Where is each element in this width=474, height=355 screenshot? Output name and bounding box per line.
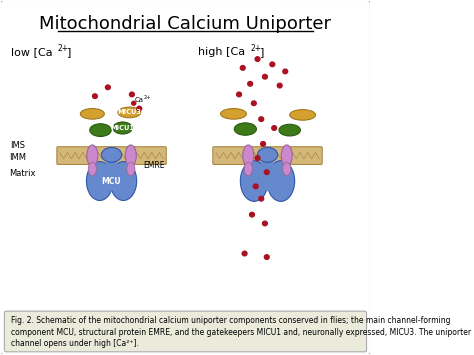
Ellipse shape <box>240 161 268 201</box>
Circle shape <box>261 142 265 146</box>
Circle shape <box>92 94 97 98</box>
Circle shape <box>250 212 255 217</box>
Text: MICU1: MICU1 <box>110 125 134 131</box>
Circle shape <box>248 82 253 86</box>
Circle shape <box>105 85 110 89</box>
FancyBboxPatch shape <box>213 147 322 164</box>
Circle shape <box>264 170 269 175</box>
Ellipse shape <box>127 162 135 176</box>
Ellipse shape <box>290 110 316 120</box>
Circle shape <box>255 156 260 160</box>
Circle shape <box>132 101 136 105</box>
FancyBboxPatch shape <box>0 0 371 355</box>
Ellipse shape <box>86 162 113 201</box>
Circle shape <box>263 75 267 79</box>
Ellipse shape <box>118 107 141 118</box>
Ellipse shape <box>103 159 120 191</box>
Circle shape <box>237 92 241 97</box>
Circle shape <box>277 83 282 88</box>
Text: low [Ca: low [Ca <box>11 47 53 57</box>
Ellipse shape <box>90 124 111 136</box>
Text: ]: ] <box>260 47 264 57</box>
Ellipse shape <box>243 145 254 166</box>
Ellipse shape <box>220 109 246 119</box>
Text: ]: ] <box>66 47 71 57</box>
Text: Ca: Ca <box>135 97 144 103</box>
Circle shape <box>251 101 256 105</box>
Text: MCU: MCU <box>102 176 121 186</box>
Text: high [Ca: high [Ca <box>199 47 246 57</box>
Text: 2+: 2+ <box>251 44 262 53</box>
Ellipse shape <box>281 145 292 166</box>
Circle shape <box>272 126 276 130</box>
Ellipse shape <box>110 162 137 201</box>
Circle shape <box>129 92 134 97</box>
Text: Fig. 2. Schematic of the mitochondrial calcium uniporter components conserved in: Fig. 2. Schematic of the mitochondrial c… <box>11 316 451 326</box>
Text: component MCU, structural protein EMRE, and the gatekeepers MICU1 and, neuronall: component MCU, structural protein EMRE, … <box>11 328 471 337</box>
Text: EMRE: EMRE <box>143 161 164 170</box>
Circle shape <box>283 69 288 74</box>
Text: Mitochondrial Calcium Uniporter: Mitochondrial Calcium Uniporter <box>39 15 331 33</box>
Text: IMM: IMM <box>9 153 26 162</box>
Text: MICU3: MICU3 <box>117 109 141 115</box>
Text: channel opens under high [Ca²⁺].: channel opens under high [Ca²⁺]. <box>11 339 139 348</box>
Ellipse shape <box>244 162 252 176</box>
Ellipse shape <box>283 162 291 176</box>
Ellipse shape <box>279 124 301 136</box>
Ellipse shape <box>258 159 277 191</box>
Ellipse shape <box>80 109 104 119</box>
Circle shape <box>270 62 275 67</box>
Text: Matrix: Matrix <box>9 169 36 179</box>
Circle shape <box>242 251 247 256</box>
Text: IMS: IMS <box>10 141 25 150</box>
Ellipse shape <box>101 147 122 162</box>
Ellipse shape <box>125 145 137 166</box>
Ellipse shape <box>267 161 295 201</box>
Circle shape <box>137 106 142 111</box>
Text: 2+: 2+ <box>144 95 151 100</box>
Circle shape <box>255 57 260 61</box>
Circle shape <box>264 255 269 260</box>
Circle shape <box>253 184 258 189</box>
Circle shape <box>240 66 245 70</box>
Ellipse shape <box>88 162 96 176</box>
Circle shape <box>259 196 264 201</box>
Text: 2+: 2+ <box>57 44 68 53</box>
Ellipse shape <box>113 122 132 134</box>
Circle shape <box>263 221 267 226</box>
FancyBboxPatch shape <box>57 147 166 164</box>
Ellipse shape <box>234 123 256 135</box>
Ellipse shape <box>257 147 278 162</box>
FancyBboxPatch shape <box>4 311 366 352</box>
Circle shape <box>259 117 264 121</box>
Ellipse shape <box>87 145 98 166</box>
